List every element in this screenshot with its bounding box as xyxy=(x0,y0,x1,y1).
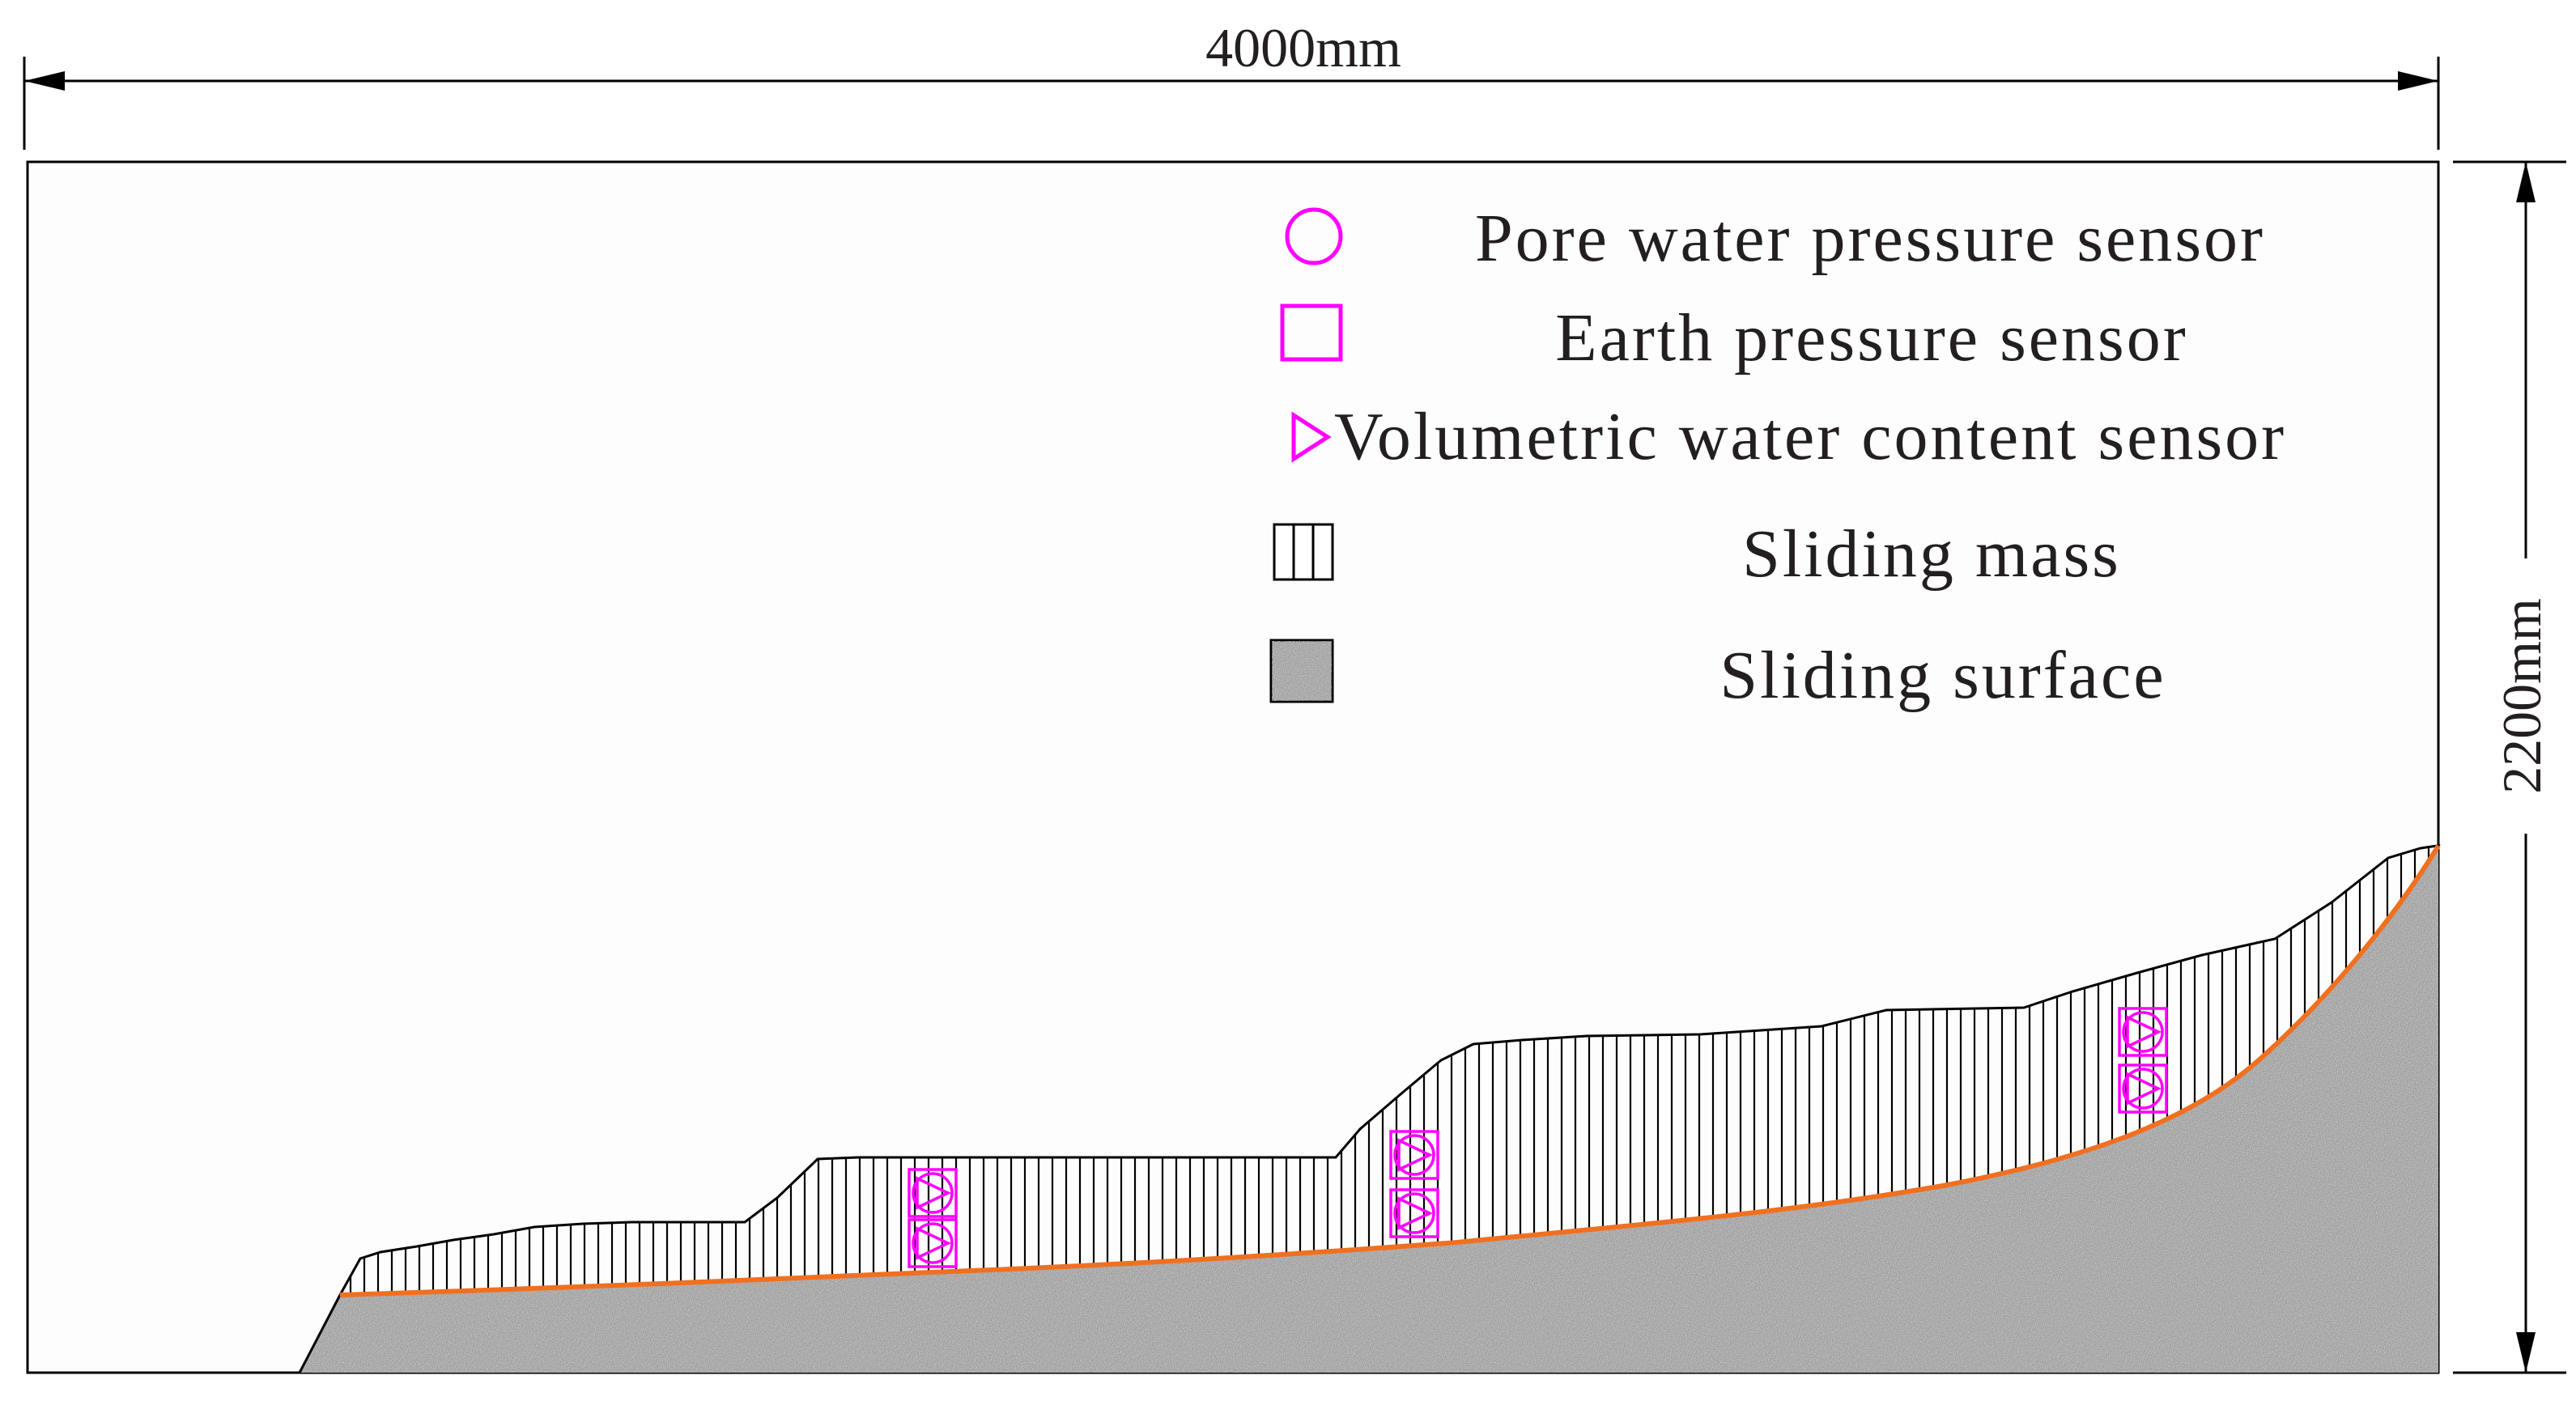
earth-pressure-sensor xyxy=(2118,1007,2168,1057)
sensor-group-1 xyxy=(908,1168,958,1268)
legend-pore-water-pressure-label: Pore water pressure sensor xyxy=(1475,201,2265,276)
legend-sliding-surface-label: Sliding surface xyxy=(1719,638,2166,713)
sensor-group-3 xyxy=(2118,1007,2168,1114)
volumetric-water-content-sensor xyxy=(1397,1138,1434,1172)
sliding-surface-texture xyxy=(300,846,2438,1373)
legend-sliding-mass-label: Sliding mass xyxy=(1742,516,2121,592)
volumetric-water-content-sensor xyxy=(916,1176,952,1210)
height-dimension: 2200mm xyxy=(2453,160,2566,1374)
arrow-left-icon xyxy=(24,71,65,91)
volumetric-water-content-sensor xyxy=(1397,1196,1434,1230)
arrow-down-icon xyxy=(2516,1332,2536,1373)
pore-water-pressure-sensor xyxy=(912,1172,954,1214)
earth-pressure-sensor xyxy=(1389,1130,1439,1180)
bed-outline xyxy=(298,1294,342,1373)
legend-volumetric-water-content-label: Volumetric water content sensor xyxy=(1334,399,2286,474)
legend: Pore water pressure sensor Earth pressur… xyxy=(1269,201,2286,713)
earth-pressure-sensor xyxy=(908,1168,958,1218)
arrow-up-icon xyxy=(2516,162,2536,202)
pore-water-pressure-sensor-icon xyxy=(1285,207,1343,265)
volumetric-water-content-sensor xyxy=(2126,1015,2162,1049)
pore-water-pressure-sensor xyxy=(2122,1011,2164,1053)
pore-water-pressure-sensor xyxy=(2122,1068,2164,1110)
sliding-mass-swatch-icon xyxy=(1273,523,1334,581)
arrow-right-icon xyxy=(2398,71,2438,91)
earth-pressure-sensor-icon xyxy=(1280,304,1343,362)
earth-pressure-sensor xyxy=(2118,1063,2168,1114)
pore-water-pressure-sensor xyxy=(1393,1192,1435,1234)
earth-pressure-sensor xyxy=(1389,1188,1439,1238)
pore-water-pressure-sensor xyxy=(912,1222,954,1264)
legend-earth-pressure-label: Earth pressure sensor xyxy=(1555,300,2187,376)
sensor-group-2 xyxy=(1389,1130,1439,1238)
height-label: 2200mm xyxy=(2491,598,2553,794)
width-dimension: 4000mm xyxy=(23,17,2440,150)
sliding-surface-line xyxy=(339,844,2441,1297)
volumetric-water-content-sensor xyxy=(2126,1072,2162,1106)
volumetric-water-content-sensor xyxy=(916,1226,952,1260)
width-label: 4000mm xyxy=(1205,17,1401,79)
earth-pressure-sensor xyxy=(908,1218,958,1268)
volumetric-water-content-sensor-icon xyxy=(1291,411,1332,463)
pore-water-pressure-sensor xyxy=(1393,1134,1435,1176)
